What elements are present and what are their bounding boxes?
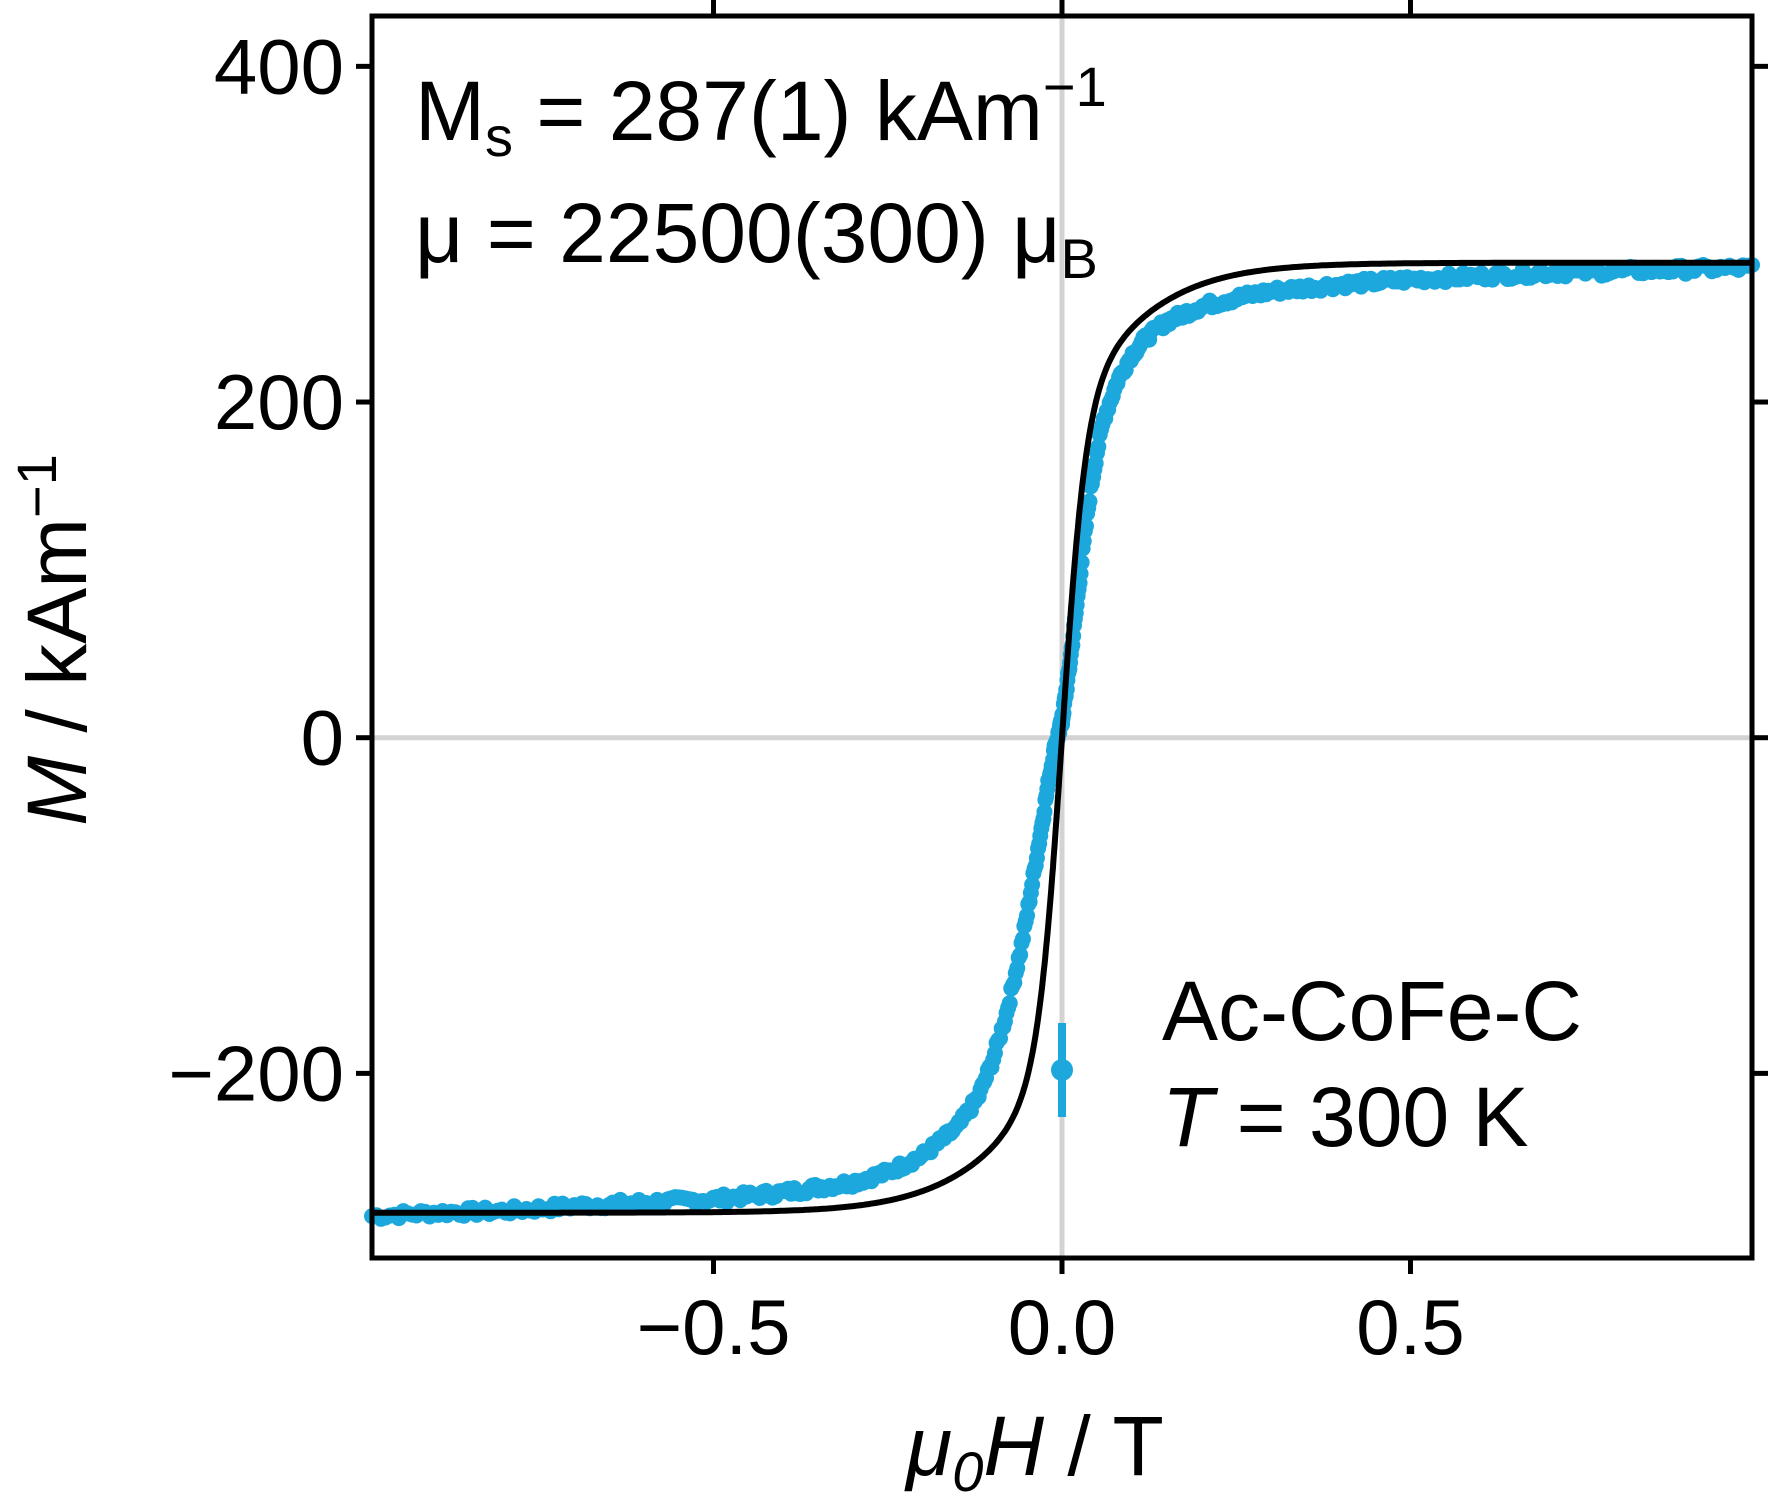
error-bar-point [1051, 1059, 1073, 1082]
y-tick-label: −200 [168, 1029, 344, 1117]
axis-ticks [356, 0, 1768, 1274]
data-point [1014, 930, 1031, 947]
data-point [1036, 803, 1053, 820]
x-tick-label: −0.5 [637, 1283, 791, 1371]
y-axis-title: M / kAm−1 [5, 454, 104, 826]
y-tick-label: 400 [214, 22, 344, 110]
x-tick-label: 0.0 [1008, 1283, 1116, 1371]
data-point [1001, 995, 1018, 1012]
saturation-magnetization-annotation: Ms = 287(1) kAm−1 [415, 55, 1107, 168]
sample-name-annotation: Ac-CoFe-C [1162, 964, 1582, 1058]
data-point [1081, 493, 1098, 510]
y-tick-label: 200 [214, 358, 344, 446]
y-tick-label: 0 [301, 694, 344, 782]
x-axis-title: μ0H / T [904, 1399, 1164, 1500]
error-bar [1051, 1023, 1073, 1118]
magnetic-moment-annotation: μ = 22500(300) μB [415, 186, 1098, 290]
data-point [1077, 518, 1094, 535]
data-point [1090, 438, 1107, 455]
fit-curve-line [372, 259, 1752, 1216]
temperature-annotation: T = 300 K [1162, 1070, 1529, 1164]
tick-labels: −0.5 0.0 0.5 −200 0 200 400 [168, 22, 1464, 1371]
x-tick-label: 0.5 [1356, 1283, 1464, 1371]
data-point [1012, 946, 1029, 963]
